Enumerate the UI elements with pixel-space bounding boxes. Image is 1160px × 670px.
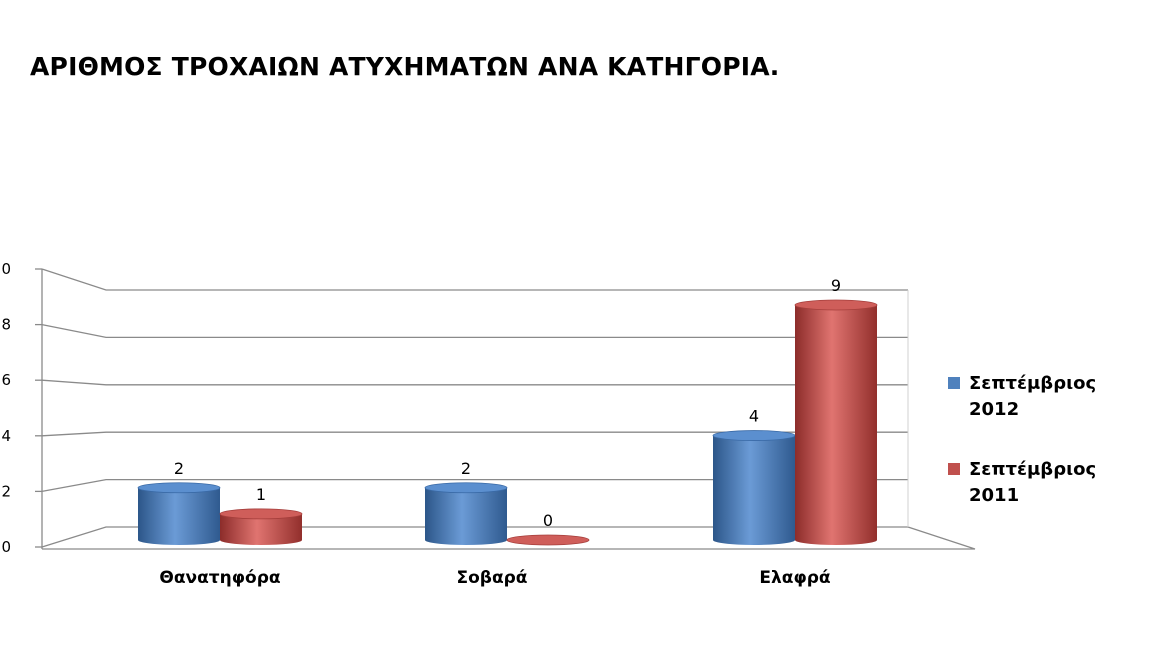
data-label: 2 <box>461 459 471 478</box>
legend-label: 2012 <box>969 399 1019 420</box>
data-label: 1 <box>256 485 266 504</box>
data-label: 2 <box>174 459 184 478</box>
legend-label: Σεπτέμβριος <box>969 373 1096 394</box>
bar-top-1-2 <box>794 299 878 311</box>
x-category-label: Σοβαρά <box>457 568 528 588</box>
bar-sep2011-0 <box>220 513 302 545</box>
bar-sep2012-2 <box>713 435 795 545</box>
bar-top-0-2 <box>712 430 796 441</box>
x-category-label: Θανατηφόρα <box>159 568 280 588</box>
bar-top-0-1 <box>424 482 508 494</box>
legend: Σεπτέμβριος 2012 Σεπτέμβριος 2011 <box>948 373 1096 506</box>
gridline <box>41 431 908 437</box>
grid-lines <box>35 268 976 550</box>
bar-sep2012-1 <box>425 487 507 545</box>
legend-label: 2011 <box>969 485 1019 506</box>
legend-swatch <box>948 377 960 389</box>
bar-sep2012-0 <box>138 487 220 545</box>
bars <box>137 299 878 546</box>
bar-top-1-1 <box>506 534 590 546</box>
chart-title: ΑΡΙΘΜΟΣ ΤΡΟΧΑΙΩΝ ΑΤΥΧΗΜΑΤΩΝ ΑΝΑ ΚΑΤΗΓΟΡΙ… <box>30 52 780 81</box>
bar-top-1-0 <box>219 508 303 520</box>
legend-swatch <box>948 463 960 475</box>
y-tick-label: 0 <box>1 260 11 278</box>
gridline <box>41 526 908 548</box>
labels: 0 2 4 6 8 0 2 1 Θανατηφόρα 2 0 Σοβαρά 4 9 Ελαφρά <box>1 260 841 588</box>
data-label: 4 <box>749 407 759 426</box>
y-tick-label: 0 <box>1 538 11 556</box>
y-tick-label: 2 <box>1 482 11 500</box>
gridline <box>41 478 908 493</box>
gridline <box>41 323 908 339</box>
bar-top-0-0 <box>137 482 221 494</box>
gridline <box>41 268 908 291</box>
floor-edge <box>42 526 976 550</box>
legend-label: Σεπτέμβριος <box>969 459 1096 480</box>
x-category-label: Ελαφρά <box>759 568 830 588</box>
y-tick-label: 6 <box>1 371 11 389</box>
y-tick-label: 4 <box>1 427 11 445</box>
y-tick-label: 8 <box>1 316 11 334</box>
data-label: 9 <box>831 276 841 295</box>
data-label: 0 <box>543 511 553 530</box>
gridline <box>41 379 908 386</box>
bar-sep2011-2 <box>795 305 877 545</box>
